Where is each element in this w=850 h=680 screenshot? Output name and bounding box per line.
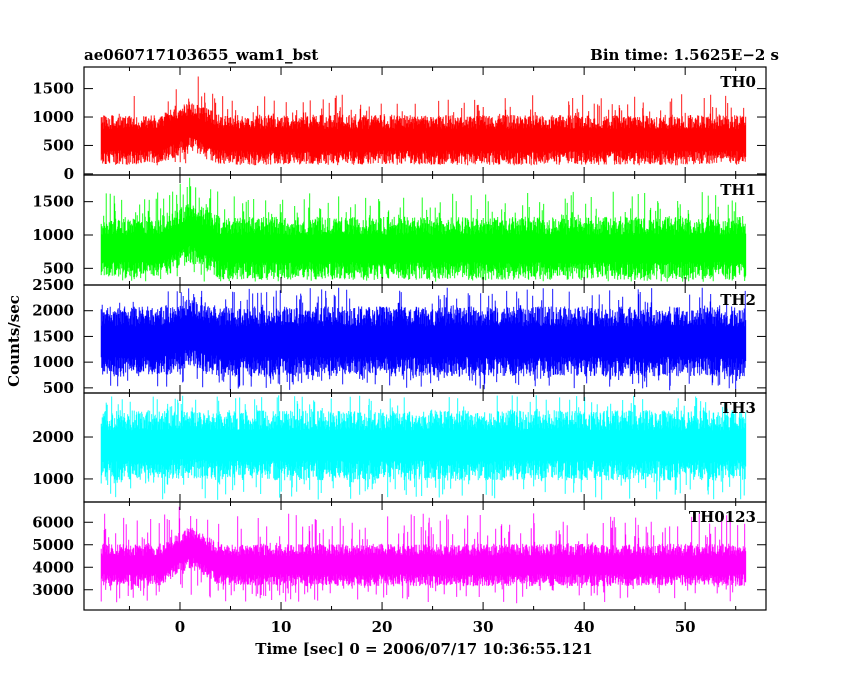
y-tick-label: 1500	[32, 327, 74, 345]
panel-frames	[83, 66, 767, 611]
y-tick-label: 2000	[32, 428, 74, 446]
panel-label-th0123: TH0123	[689, 508, 756, 526]
y-axis-label: Counts/sec	[5, 295, 23, 387]
panel-label-th3: TH3	[720, 399, 756, 417]
y-tick-label: 0	[64, 165, 74, 183]
y-tick-label: 2000	[32, 302, 74, 320]
panel-frame-th0123	[83, 501, 767, 611]
y-tick-label: 6000	[32, 513, 74, 531]
y-tick-label: 1000	[32, 470, 74, 488]
x-tick-label: 20	[372, 618, 393, 636]
trace-th1	[100, 177, 747, 282]
y-tick-label: 2500	[32, 276, 74, 294]
y-tick-label: 1000	[32, 226, 74, 244]
chart-title: ae060717103655_wam1_bst	[84, 46, 318, 64]
y-tick-label: 3000	[32, 581, 74, 599]
tick-layer	[84, 67, 766, 610]
x-tick-label: 50	[675, 618, 696, 636]
trace-th0	[100, 76, 747, 166]
trace-th2	[100, 287, 747, 391]
bin-time-label: Bin time: 1.5625E−2 s	[590, 46, 779, 64]
y-tick-label: 1500	[32, 193, 74, 211]
y-tick-label: 500	[43, 136, 74, 154]
panel-label-th2: TH2	[720, 291, 756, 309]
panel-label-th1: TH1	[720, 181, 756, 199]
trace-layer	[100, 76, 747, 604]
y-tick-label: 1500	[32, 80, 74, 98]
y-tick-label: 1000	[32, 108, 74, 126]
y-tick-label: 500	[43, 379, 74, 397]
x-axis-label: Time [sec] 0 = 2006/07/17 10:36:55.121	[255, 640, 592, 658]
x-tick-label: 0	[175, 618, 185, 636]
x-tick-label: 10	[271, 618, 292, 636]
y-tick-label: 5000	[32, 536, 74, 554]
trace-th0123	[100, 506, 747, 604]
panel-label-th0: TH0	[720, 73, 756, 91]
y-tick-label: 1000	[32, 353, 74, 371]
x-tick-label: 30	[473, 618, 494, 636]
y-tick-label: 500	[43, 259, 74, 277]
y-tick-label: 4000	[32, 558, 74, 576]
trace-th3	[100, 395, 747, 500]
x-tick-label: 40	[574, 618, 595, 636]
